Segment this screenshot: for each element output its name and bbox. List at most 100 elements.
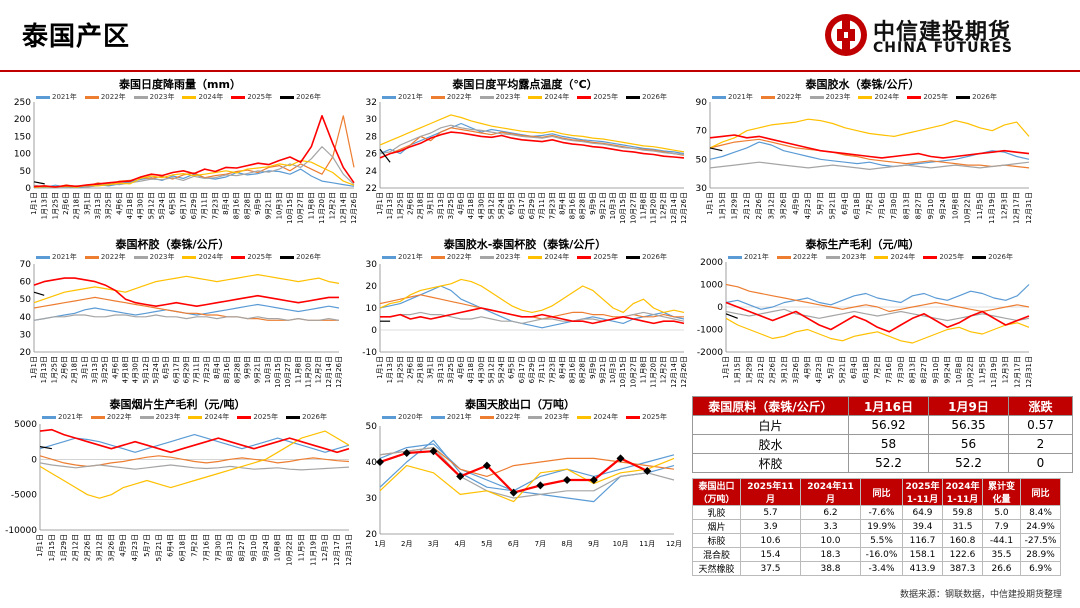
x-tick-label: 1月13日 <box>386 192 394 219</box>
x-tick-label: 10月22日 <box>964 192 972 224</box>
table-cell: 58 <box>848 434 929 454</box>
series-line-2024年 <box>709 118 1030 149</box>
legend-item: 2022年 <box>479 412 520 422</box>
chart-stdmargin: 泰标生产毛利（元/吨） 2021年 2022年 2023年 2024年 2025年 2026… <box>690 236 1035 396</box>
y-tick-label: 20 <box>366 530 378 540</box>
legend-item: 2025年 <box>231 252 272 262</box>
series-marker <box>643 467 652 475</box>
legend-label: 2023年 <box>149 93 175 101</box>
legend-swatch <box>42 415 56 419</box>
x-tick-label: 9月21日 <box>599 356 607 383</box>
legend-item: 2021年 <box>36 92 77 102</box>
legend-label: 2021年 <box>744 253 769 261</box>
legend-item: 2025年 <box>577 92 618 102</box>
series-line-2026年 <box>725 313 738 319</box>
legend-swatch <box>133 95 148 99</box>
x-tick-label: 6月5日 <box>169 192 177 215</box>
series-marker <box>509 488 518 497</box>
y-tick-label: 24 <box>366 167 378 177</box>
legend-label: 2021年 <box>728 93 753 101</box>
x-tick-label: 12月14日 <box>339 192 347 224</box>
x-tick-label: 11月19日 <box>988 192 996 224</box>
legend-item: 2024年 <box>182 92 223 102</box>
chart-legend: 2021年 2022年 2023年 2024年 2025年 2026年 <box>712 92 997 102</box>
x-tick-label: 1月15日 <box>734 356 742 383</box>
legend-label: 2021年 <box>58 413 83 421</box>
x-tick-label: 2月26日 <box>755 192 763 219</box>
x-tick-label: 1月1日 <box>376 192 384 215</box>
x-tick-label: 10月8日 <box>274 534 282 561</box>
x-tick-label: 11月8日 <box>639 356 647 383</box>
table-cell: 56.35 <box>928 415 1009 435</box>
table-cell: 31.5 <box>942 519 983 534</box>
y-tick-label: 0 <box>25 184 31 194</box>
chart-title: 泰国日度平均露点温度（℃） <box>452 78 598 91</box>
chart-title: 泰国天胶出口（万吨） <box>465 398 575 411</box>
chart-legend: 2021年 2022年 2023年 2024年 2025年 2026年 <box>728 252 1013 262</box>
legend-swatch <box>728 255 742 259</box>
table-header-cell: 2024年11月 <box>800 478 861 506</box>
legend-item: 2026年 <box>280 252 321 262</box>
x-tick-label: 12月26日 <box>680 192 688 224</box>
legend-item: 2022年 <box>430 252 472 262</box>
legend-label: 2026年 <box>296 93 321 101</box>
table-cell: 28.9% <box>1020 547 1061 562</box>
logo-en-text: CHINA FUTURES <box>873 40 1013 56</box>
x-tick-label: 5月21日 <box>155 534 163 561</box>
legend-label: 2023年 <box>495 93 521 101</box>
table-cell: 10.6 <box>740 533 801 548</box>
x-tick-label: 12月31日 <box>1025 356 1033 388</box>
y-tick-label: 30 <box>366 494 378 504</box>
x-tick-label: 2月6日 <box>62 192 70 215</box>
x-tick-label: 10月27日 <box>629 356 637 388</box>
y-tick-label: 70 <box>20 260 32 270</box>
x-tick-label: 11月5日 <box>976 192 984 219</box>
legend-item: 2026年 <box>286 412 327 422</box>
x-tick-label: 1月25日 <box>396 356 404 383</box>
table-cell: 标胶 <box>692 533 741 548</box>
x-tick-label: 1月1日 <box>30 192 38 215</box>
chart-legend: 2021年 2022年 2023年 2024年 2025年 2026年 <box>42 412 327 422</box>
legend-swatch <box>479 255 494 259</box>
table-row: 天然橡胶 37.5 38.8 -3.4% 413.9 387.3 26.6 6.9% <box>692 561 1061 576</box>
series-line-2026年 <box>709 147 723 152</box>
series-line-2026年 <box>39 446 53 450</box>
table-cell: 24.9% <box>1020 519 1061 534</box>
table-row: 烟片 3.9 3.3 19.9% 39.4 31.5 7.9 24.9% <box>692 519 1061 534</box>
legend-item: 2020年 <box>382 412 423 422</box>
x-tick-label: 2月18日 <box>417 356 425 383</box>
x-tick-label: 6月17日 <box>518 192 526 219</box>
series-line-2024年 <box>725 317 1030 344</box>
x-tick-label: 9月9日 <box>244 356 252 379</box>
legend-swatch <box>577 255 592 259</box>
x-tick-label: 3月25日 <box>447 356 455 383</box>
x-tick-label: 9月24日 <box>262 534 270 561</box>
x-tick-label: 7月11日 <box>538 192 546 219</box>
table-cell: 39.4 <box>902 519 943 534</box>
x-tick-label: 4月18日 <box>467 356 475 383</box>
x-tick-label: 2月12日 <box>72 534 80 561</box>
table-header-cell: 涨跌 <box>1008 396 1073 416</box>
series-line-2022年 <box>379 294 684 320</box>
x-tick-label: 3月12日 <box>767 192 775 219</box>
x-tick-label: 12月3日 <box>1000 192 1008 219</box>
legend-item: 2026年 <box>280 92 321 102</box>
chart-svg-spread: -10 0 10 20 30 1月1日 1月13日 1月25日 2月6日 2月18日 3月1日 3月1… <box>362 260 688 388</box>
x-tick-label: 4月6日 <box>457 356 465 379</box>
x-tick-label: 12月26日 <box>680 356 688 388</box>
x-tick-label: 8月16日 <box>569 192 577 219</box>
x-tick-label: 9月24日 <box>943 356 951 383</box>
x-tick-label: 10月15日 <box>619 356 627 388</box>
x-tick-label: 11月8日 <box>639 192 647 219</box>
x-tick-label: 3月12日 <box>780 356 788 383</box>
chart-title: 泰国杯胶（泰铢/公斤） <box>115 238 230 251</box>
series-marker <box>616 454 625 463</box>
x-tick-label: 6月18日 <box>853 192 861 219</box>
legend-label: 2021年 <box>398 253 423 261</box>
y-tick-label: 2000 <box>700 258 723 268</box>
x-tick-label: 8月13日 <box>226 534 234 561</box>
legend-swatch <box>626 255 641 259</box>
legend-item: 2021年 <box>382 92 423 102</box>
x-tick-label: 3月1日 <box>81 356 89 379</box>
x-tick-label: 2月6日 <box>61 356 69 379</box>
